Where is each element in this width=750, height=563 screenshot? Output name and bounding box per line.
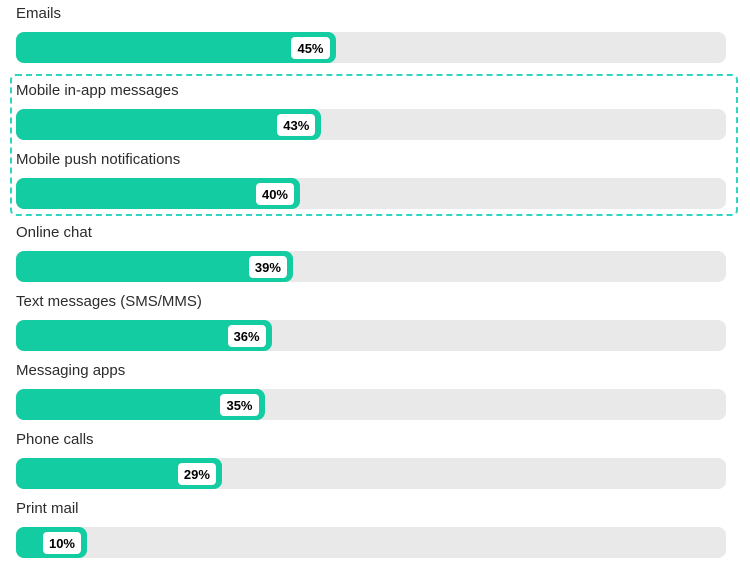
value-badge: 10% [42, 531, 81, 554]
highlight-box: Mobile in-app messages 43% Mobile push n… [10, 74, 738, 216]
bar-row-emails: Emails 45% [16, 5, 726, 63]
bar-label: Phone calls [16, 431, 94, 448]
bar-track: 35% [16, 389, 726, 420]
value-badge: 36% [227, 324, 266, 347]
bar-track: 45% [16, 32, 726, 63]
value-badge: 40% [255, 182, 294, 205]
bar-label: Online chat [16, 224, 92, 241]
bar-track: 36% [16, 320, 726, 351]
bar-row-text-messages: Text messages (SMS/MMS) 36% [16, 293, 726, 351]
bar-fill: 36% [16, 320, 272, 351]
bar-row-messaging-apps: Messaging apps 35% [16, 362, 726, 420]
bar-track: 29% [16, 458, 726, 489]
bar-row-mobile-in-app-messages: Mobile in-app messages 43% [16, 82, 726, 140]
bar-fill: 39% [16, 251, 293, 282]
value-badge: 39% [248, 255, 287, 278]
bar-fill: 29% [16, 458, 222, 489]
bar-row-print-mail: Print mail 10% [16, 500, 726, 558]
bar-fill: 10% [16, 527, 87, 558]
bar-track: 10% [16, 527, 726, 558]
bar-row-phone-calls: Phone calls 29% [16, 431, 726, 489]
bar-label: Messaging apps [16, 362, 126, 379]
value-badge: 45% [291, 36, 330, 59]
bar-track: 40% [16, 178, 726, 209]
bar-label: Text messages (SMS/MMS) [16, 293, 202, 310]
value-badge: 35% [220, 393, 259, 416]
bar-label: Mobile push notifications [16, 151, 181, 168]
bar-fill: 40% [16, 178, 300, 209]
bar-label: Emails [16, 5, 62, 22]
bar-track: 43% [16, 109, 726, 140]
value-badge: 29% [177, 462, 216, 485]
bar-fill: 45% [16, 32, 336, 63]
bar-row-mobile-push-notifications: Mobile push notifications 40% [16, 151, 726, 209]
bar-label: Mobile in-app messages [16, 82, 179, 99]
bar-label: Print mail [16, 500, 79, 517]
bar-fill: 43% [16, 109, 322, 140]
value-badge: 43% [277, 113, 316, 136]
bar-track: 39% [16, 251, 726, 282]
bar-fill: 35% [16, 389, 265, 420]
bar-chart: Emails 45% Mobile in-app messages 43% Mo… [10, 5, 738, 558]
bar-row-online-chat: Online chat 39% [16, 224, 726, 282]
